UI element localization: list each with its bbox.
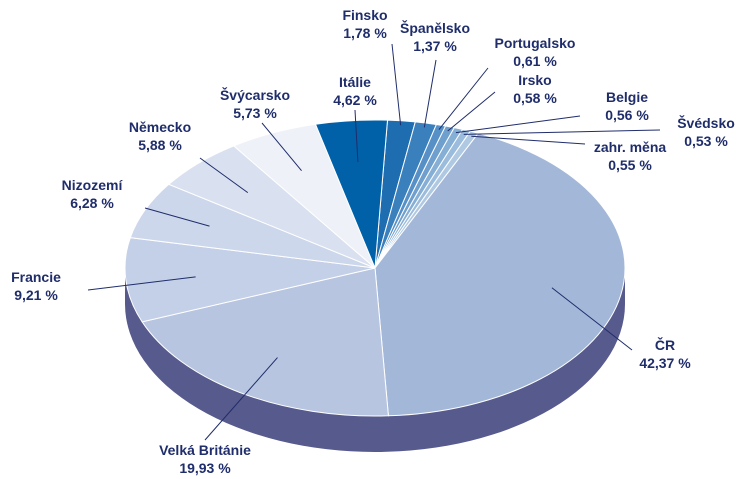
value-label: 1,37 % xyxy=(413,38,457,54)
leader-line xyxy=(438,67,489,130)
slice-label: ČR xyxy=(655,336,675,353)
value-label: 0,61 % xyxy=(513,53,557,69)
leader-line xyxy=(204,357,278,441)
value-label: 42,37 % xyxy=(639,355,691,371)
leader-line xyxy=(391,43,402,126)
pie-slice xyxy=(314,119,389,269)
leader-line xyxy=(551,287,633,351)
slice-label: Švédsko xyxy=(677,114,735,131)
leader-line xyxy=(447,91,496,132)
leader-line xyxy=(261,122,302,172)
leader-line xyxy=(455,115,581,134)
pie-slice xyxy=(141,267,389,417)
value-label: 4,62 % xyxy=(333,92,377,108)
leader-line xyxy=(471,135,586,145)
slice-label: zahr. měna xyxy=(594,139,667,155)
leader-line xyxy=(199,157,249,194)
slice-label: Německo xyxy=(129,119,191,135)
value-label: 1,78 % xyxy=(343,25,387,41)
slice-label: Francie xyxy=(11,269,61,285)
value-label: 6,28 % xyxy=(70,195,114,211)
value-label: 0,55 % xyxy=(608,157,652,173)
slice-label: Velká Británie xyxy=(159,442,251,458)
value-label: 0,53 % xyxy=(684,133,728,149)
slice-label: Španělsko xyxy=(400,19,470,36)
value-label: 5,73 % xyxy=(233,105,277,121)
leader-line xyxy=(463,129,661,135)
pie-slice xyxy=(124,237,376,323)
slice-label: Belgie xyxy=(606,89,648,105)
value-label: 9,21 % xyxy=(14,287,58,303)
slice-label: Itálie xyxy=(339,74,371,90)
value-label: 0,58 % xyxy=(513,90,557,106)
leader-line xyxy=(423,59,437,128)
slice-label: Nizozemí xyxy=(62,177,124,193)
leader-line xyxy=(144,207,210,227)
leader-line xyxy=(87,276,196,291)
slice-label: Irsko xyxy=(518,72,551,88)
value-label: 19,93 % xyxy=(179,460,231,476)
slice-label: Švýcarsko xyxy=(220,86,290,103)
value-label: 0,56 % xyxy=(605,107,649,123)
value-label: 5,88 % xyxy=(138,137,182,153)
pie-slice xyxy=(374,132,626,417)
slice-label: Portugalsko xyxy=(495,35,576,51)
leader-line xyxy=(354,109,359,162)
slice-label: Finsko xyxy=(342,7,387,23)
